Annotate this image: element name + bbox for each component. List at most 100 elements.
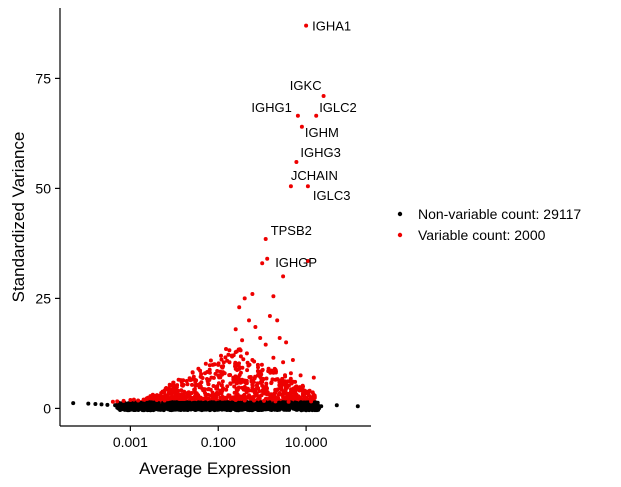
- variable-point: [273, 399, 278, 404]
- variable-point: [244, 351, 249, 356]
- variable-point: [250, 358, 255, 362]
- variable-point: [210, 393, 215, 398]
- variable-point: [260, 380, 265, 384]
- variable-point: [233, 398, 238, 402]
- variable-point: [196, 393, 201, 398]
- variable-point: [222, 371, 227, 376]
- non-variable-point: [136, 402, 141, 407]
- variable-point: [240, 338, 245, 343]
- variable-point: [304, 395, 309, 400]
- non-variable-point: [273, 403, 278, 408]
- variable-point: [227, 360, 232, 365]
- variable-point: [181, 393, 186, 398]
- variable-point: [284, 340, 289, 345]
- variable-point: [290, 358, 295, 362]
- variable-point: [193, 380, 198, 384]
- legend-marker-variable: [397, 232, 403, 238]
- variable-point: [309, 399, 314, 404]
- variable-point: [237, 305, 242, 310]
- variable-point: [242, 398, 247, 403]
- variable-point: [248, 375, 253, 380]
- non-variable-point: [154, 405, 159, 410]
- non-variable-point: [294, 405, 299, 410]
- non-variable-point: [99, 402, 104, 407]
- variable-point: [301, 393, 305, 398]
- variable-point: [247, 393, 251, 398]
- variable-point: [214, 395, 219, 400]
- x-tick-label: 0.100: [201, 434, 236, 450]
- variable-point: [299, 124, 304, 129]
- variable-point: [203, 391, 207, 395]
- variable-point: [234, 386, 239, 391]
- variable-point: [226, 393, 231, 398]
- variable-point: [219, 364, 224, 369]
- variable-point: [267, 314, 272, 318]
- legend: Non-variable count: 29117 Variable count…: [397, 206, 581, 243]
- variable-point: [266, 366, 271, 371]
- variable-point: [237, 394, 242, 399]
- variable-point: [305, 184, 310, 189]
- non-variable-point: [198, 404, 203, 409]
- variable-point: [233, 327, 238, 332]
- variable-point: [168, 391, 173, 395]
- variable-point: [203, 371, 207, 376]
- non-variable-point: [162, 403, 167, 408]
- non-variable-point: [224, 404, 228, 409]
- variable-point: [212, 362, 216, 367]
- variable-point: [294, 160, 299, 164]
- variable-point: [290, 391, 295, 395]
- variable-point: [121, 398, 126, 403]
- variable-point: [198, 395, 203, 400]
- legend-label-non-variable: Non-variable count: 29117: [418, 206, 581, 222]
- variable-point: [240, 377, 245, 382]
- y-tick-label: 0: [43, 400, 51, 416]
- variable-point: [263, 237, 268, 241]
- variable-point: [131, 397, 136, 402]
- gene-label-iglc2: IGLC2: [319, 100, 357, 115]
- non-variable-point: [185, 403, 190, 408]
- y-tick-label: 75: [35, 70, 51, 86]
- variable-point: [224, 347, 228, 351]
- legend-marker-non-variable: [397, 211, 403, 217]
- non-variable-point: [355, 404, 360, 409]
- non-variable-point: [218, 405, 223, 410]
- non-variable-point: [311, 403, 316, 408]
- non-variable-point: [281, 404, 286, 409]
- non-variable-point: [242, 405, 247, 410]
- variable-point: [281, 360, 286, 365]
- variable-point: [110, 399, 115, 404]
- x-tick-label: 0.001: [113, 434, 148, 450]
- gene-label-ighg1: IGHG1: [251, 100, 291, 115]
- variable-point: [149, 395, 154, 400]
- non-variable-point: [105, 402, 110, 407]
- variable-point: [214, 386, 219, 391]
- x-tick-label: 10.000: [285, 434, 328, 450]
- variable-point: [128, 398, 133, 402]
- variable-point: [321, 94, 326, 98]
- variable-point: [244, 386, 249, 391]
- variable-point: [206, 382, 211, 387]
- y-axis-title: Standardized Variance: [9, 132, 28, 303]
- non-variable-point: [229, 405, 234, 410]
- variable-point: [178, 396, 183, 401]
- non-variable-point: [319, 404, 324, 409]
- variable-point: [258, 336, 263, 340]
- variable-point: [304, 23, 309, 28]
- variable-point: [263, 386, 268, 391]
- variable-point: [295, 113, 300, 118]
- gene-label-jchain: JCHAIN: [291, 168, 338, 183]
- non-variable-point: [93, 402, 98, 406]
- non-variable-point: [250, 404, 255, 409]
- variable-point: [229, 395, 234, 400]
- gene-label-igha1: IGHA1: [312, 19, 351, 34]
- variable-point: [216, 373, 221, 378]
- variable-point: [265, 256, 270, 261]
- gene-label-iglc3: IGLC3: [313, 188, 351, 203]
- variable-point: [281, 274, 286, 279]
- points-layer: [71, 23, 360, 410]
- non-variable-point: [255, 405, 260, 410]
- gene-labels: IGHA1 IGKC IGHG1 IGLC2 IGHM IGHG3 JCHAIN IGLC3 T…: [251, 19, 356, 271]
- variable-point: [175, 388, 180, 393]
- variable-point: [286, 399, 291, 404]
